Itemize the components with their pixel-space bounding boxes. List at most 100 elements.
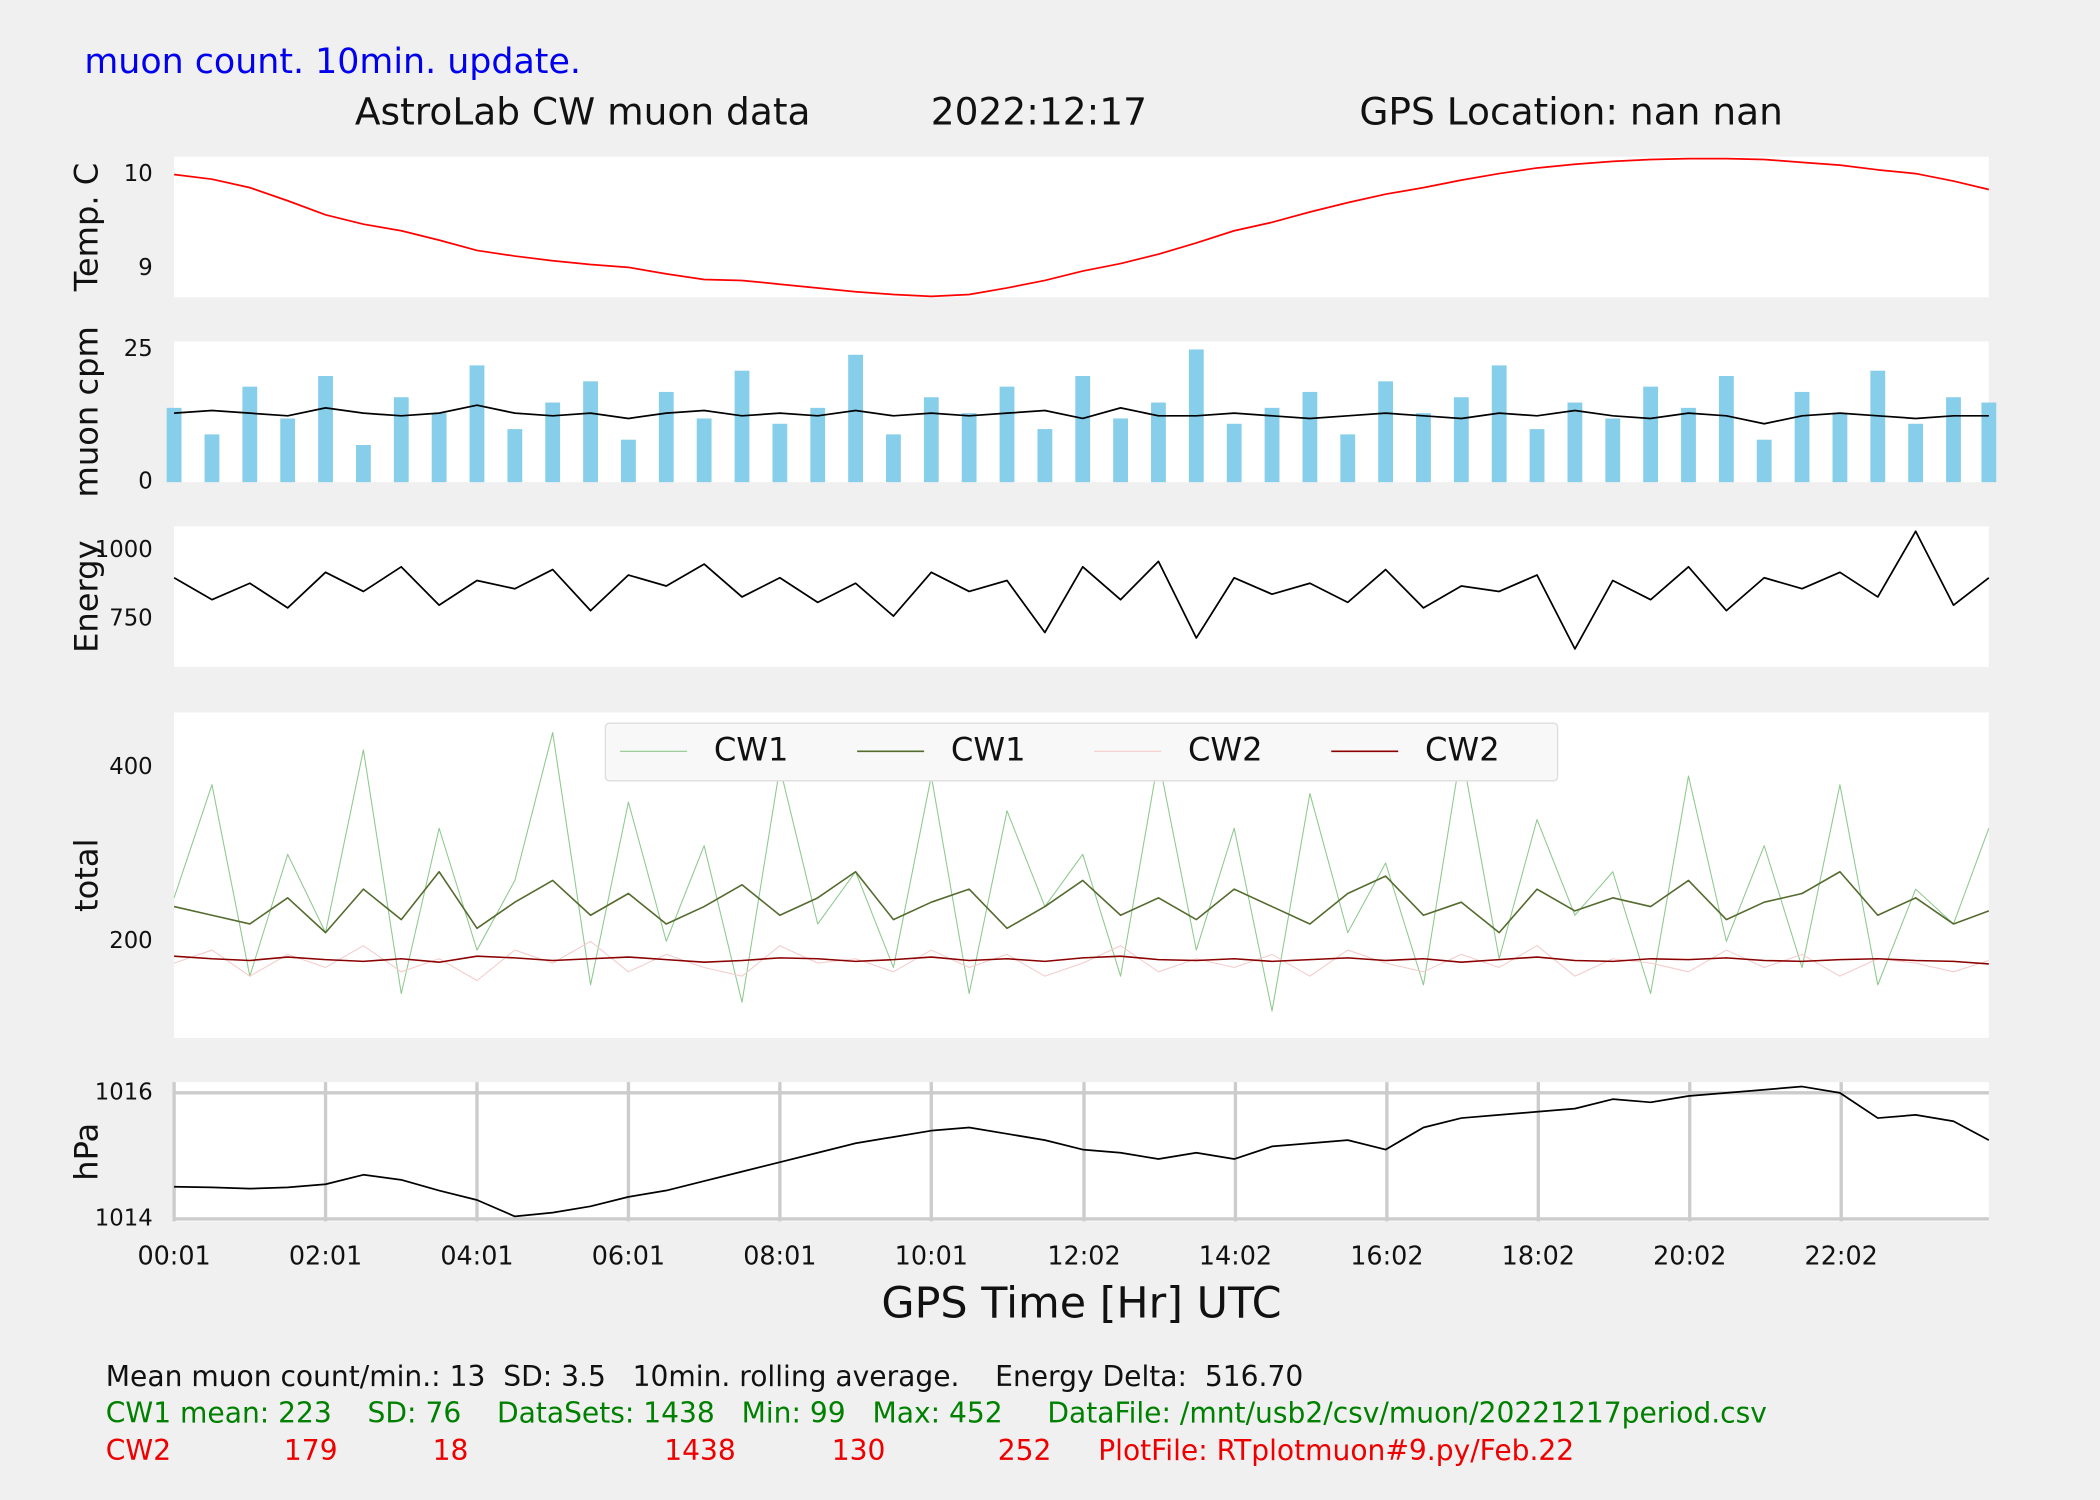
bar — [1075, 376, 1091, 483]
bar — [886, 434, 901, 483]
chart-title: AstroLab CW muon data — [355, 89, 811, 133]
bar — [393, 397, 409, 483]
x-tick-label: 18:02 — [1502, 1241, 1575, 1271]
bar — [242, 386, 258, 483]
footer-row: CW2 179 18 1438 130 252 PlotFile: RTplot… — [106, 1434, 1574, 1467]
bar — [431, 413, 447, 483]
bar — [1264, 407, 1280, 483]
y-tick-label: 9 — [138, 255, 152, 281]
bar — [204, 434, 220, 483]
y-tick-label: 1000 — [95, 537, 153, 563]
y-tick-label: 1016 — [95, 1079, 153, 1105]
bar — [1718, 376, 1734, 483]
date: 2022:12:17 — [931, 89, 1147, 133]
x-axis-label: GPS Time [Hr] UTC — [881, 1278, 1281, 1328]
bar — [1302, 391, 1318, 483]
x-tick-label: 14:02 — [1199, 1241, 1272, 1271]
bar — [166, 407, 182, 483]
x-tick-label: 04:01 — [440, 1241, 513, 1271]
x-tick-label: 02:01 — [289, 1241, 362, 1271]
series-line — [174, 157, 1990, 298]
bar — [1832, 413, 1848, 483]
bar — [1037, 429, 1053, 483]
y-tick-label: 0 — [138, 469, 152, 495]
header-note: muon count. 10min. update. — [84, 42, 581, 82]
bar — [1113, 418, 1129, 483]
bar — [1491, 365, 1507, 483]
y-axis-label: Temp. C — [67, 163, 105, 292]
bar — [1946, 397, 1961, 483]
series-line — [173, 940, 1990, 982]
bar — [961, 413, 977, 483]
bar — [1605, 418, 1621, 483]
bar — [1794, 391, 1810, 483]
bar — [772, 423, 788, 483]
series-line — [174, 1085, 1990, 1218]
bar — [734, 370, 750, 483]
x-tick-label: 08:01 — [743, 1241, 816, 1271]
location: GPS Location: nan nan — [1359, 89, 1783, 133]
bar — [1567, 402, 1583, 483]
bar — [1870, 370, 1886, 483]
legend-label: CW2 — [1425, 730, 1500, 768]
series-line — [173, 530, 1990, 650]
bar — [658, 391, 674, 483]
y-tick-label: 1014 — [95, 1205, 153, 1231]
y-axis-label: muon cpm — [67, 326, 105, 497]
plot-area — [174, 156, 1989, 298]
bar — [1681, 407, 1696, 483]
bar — [545, 402, 561, 483]
bar — [621, 439, 636, 483]
plot-area — [174, 1082, 1989, 1222]
bar — [583, 381, 598, 483]
bar — [1529, 429, 1545, 483]
footer-cell: CW2 — [106, 1434, 171, 1467]
bar — [1908, 423, 1924, 483]
bar — [1756, 439, 1772, 483]
bar — [355, 444, 371, 483]
y-tick-label: 750 — [109, 605, 152, 631]
bar — [507, 429, 523, 483]
bar — [923, 397, 939, 483]
bar — [810, 407, 826, 483]
bar — [1340, 434, 1356, 483]
legend: CW1 CW1 CW2 CW2 — [604, 722, 1559, 782]
series-line — [173, 870, 1990, 934]
legend-box — [604, 722, 1559, 782]
y-tick-label: 400 — [109, 754, 152, 780]
footer-line: CW1 mean: 223 SD: 76 DataSets: 1438 Min:… — [106, 1396, 1767, 1429]
footer-cell: 18 — [433, 1434, 469, 1467]
bar — [696, 418, 712, 483]
bar — [1378, 381, 1394, 483]
footer-cell: 179 — [284, 1434, 338, 1467]
footer-cell: 130 — [832, 1434, 886, 1467]
footer-cell: 252 — [998, 1434, 1052, 1467]
x-tick-label: 20:02 — [1653, 1241, 1726, 1271]
x-tick-label: 00:01 — [137, 1241, 210, 1271]
x-tick-label: 22:02 — [1805, 1241, 1878, 1271]
x-tick-label: 06:01 — [592, 1241, 665, 1271]
legend-label: CW2 — [1188, 730, 1263, 768]
footer-line: Mean muon count/min.: 13 SD: 3.5 10min. … — [106, 1360, 1303, 1393]
y-axis-label: hPa — [67, 1123, 105, 1181]
bar — [999, 386, 1015, 483]
y-axis-label: total — [67, 838, 105, 911]
footer-cell: 1438 — [664, 1434, 736, 1467]
bar — [1453, 397, 1469, 483]
y-tick-label: 10 — [124, 161, 153, 187]
series-line — [174, 955, 1989, 965]
bar — [1416, 413, 1431, 483]
bar — [1981, 402, 1997, 483]
bar — [318, 376, 333, 483]
x-tick-label: 10:01 — [895, 1241, 968, 1271]
series-line — [174, 404, 1989, 425]
series-line — [173, 731, 1990, 1012]
bar — [1226, 423, 1242, 483]
bar — [280, 418, 296, 483]
footer-cell: PlotFile: RTplotmuon#9.py/Feb.22 — [1098, 1434, 1574, 1467]
bar — [1643, 386, 1659, 483]
legend-label: CW1 — [714, 730, 789, 768]
y-tick-label: 200 — [109, 928, 152, 954]
